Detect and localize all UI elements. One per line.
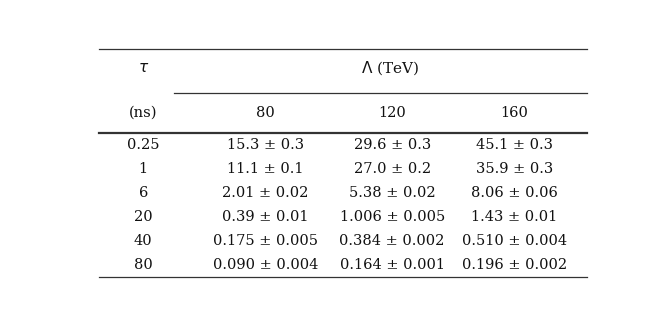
Text: 120: 120: [379, 106, 406, 120]
Text: 1.006 ± 0.005: 1.006 ± 0.005: [340, 210, 445, 224]
Text: 27.0 ± 0.2: 27.0 ± 0.2: [354, 162, 431, 176]
Text: 0.25: 0.25: [127, 138, 159, 152]
Text: 11.1 ± 0.1: 11.1 ± 0.1: [227, 162, 304, 176]
Text: 0.39 ± 0.01: 0.39 ± 0.01: [222, 210, 308, 224]
Text: 160: 160: [500, 106, 528, 120]
Text: 80: 80: [256, 106, 275, 120]
Text: 0.175 ± 0.005: 0.175 ± 0.005: [213, 234, 318, 248]
Text: 35.9 ± 0.3: 35.9 ± 0.3: [476, 162, 553, 176]
Text: 0.090 ± 0.004: 0.090 ± 0.004: [212, 258, 318, 272]
Text: 29.6 ± 0.3: 29.6 ± 0.3: [354, 138, 431, 152]
Text: 20: 20: [134, 210, 153, 224]
Text: 0.510 ± 0.004: 0.510 ± 0.004: [462, 234, 567, 248]
Text: 6: 6: [139, 186, 148, 200]
Text: $\tau$: $\tau$: [137, 62, 149, 75]
Text: 0.196 ± 0.002: 0.196 ± 0.002: [462, 258, 567, 272]
Text: 1: 1: [139, 162, 148, 176]
Text: 15.3 ± 0.3: 15.3 ± 0.3: [226, 138, 304, 152]
Text: (ns): (ns): [129, 106, 157, 120]
Text: 80: 80: [134, 258, 153, 272]
Text: 40: 40: [134, 234, 153, 248]
Text: 5.38 ± 0.02: 5.38 ± 0.02: [349, 186, 436, 200]
Text: 2.01 ± 0.02: 2.01 ± 0.02: [222, 186, 308, 200]
Text: 8.06 ± 0.06: 8.06 ± 0.06: [471, 186, 557, 200]
Text: $\Lambda$ (TeV): $\Lambda$ (TeV): [360, 60, 419, 77]
Text: 0.164 ± 0.001: 0.164 ± 0.001: [340, 258, 445, 272]
Text: 1.43 ± 0.01: 1.43 ± 0.01: [471, 210, 557, 224]
Text: 0.384 ± 0.002: 0.384 ± 0.002: [340, 234, 445, 248]
Text: 45.1 ± 0.3: 45.1 ± 0.3: [476, 138, 553, 152]
